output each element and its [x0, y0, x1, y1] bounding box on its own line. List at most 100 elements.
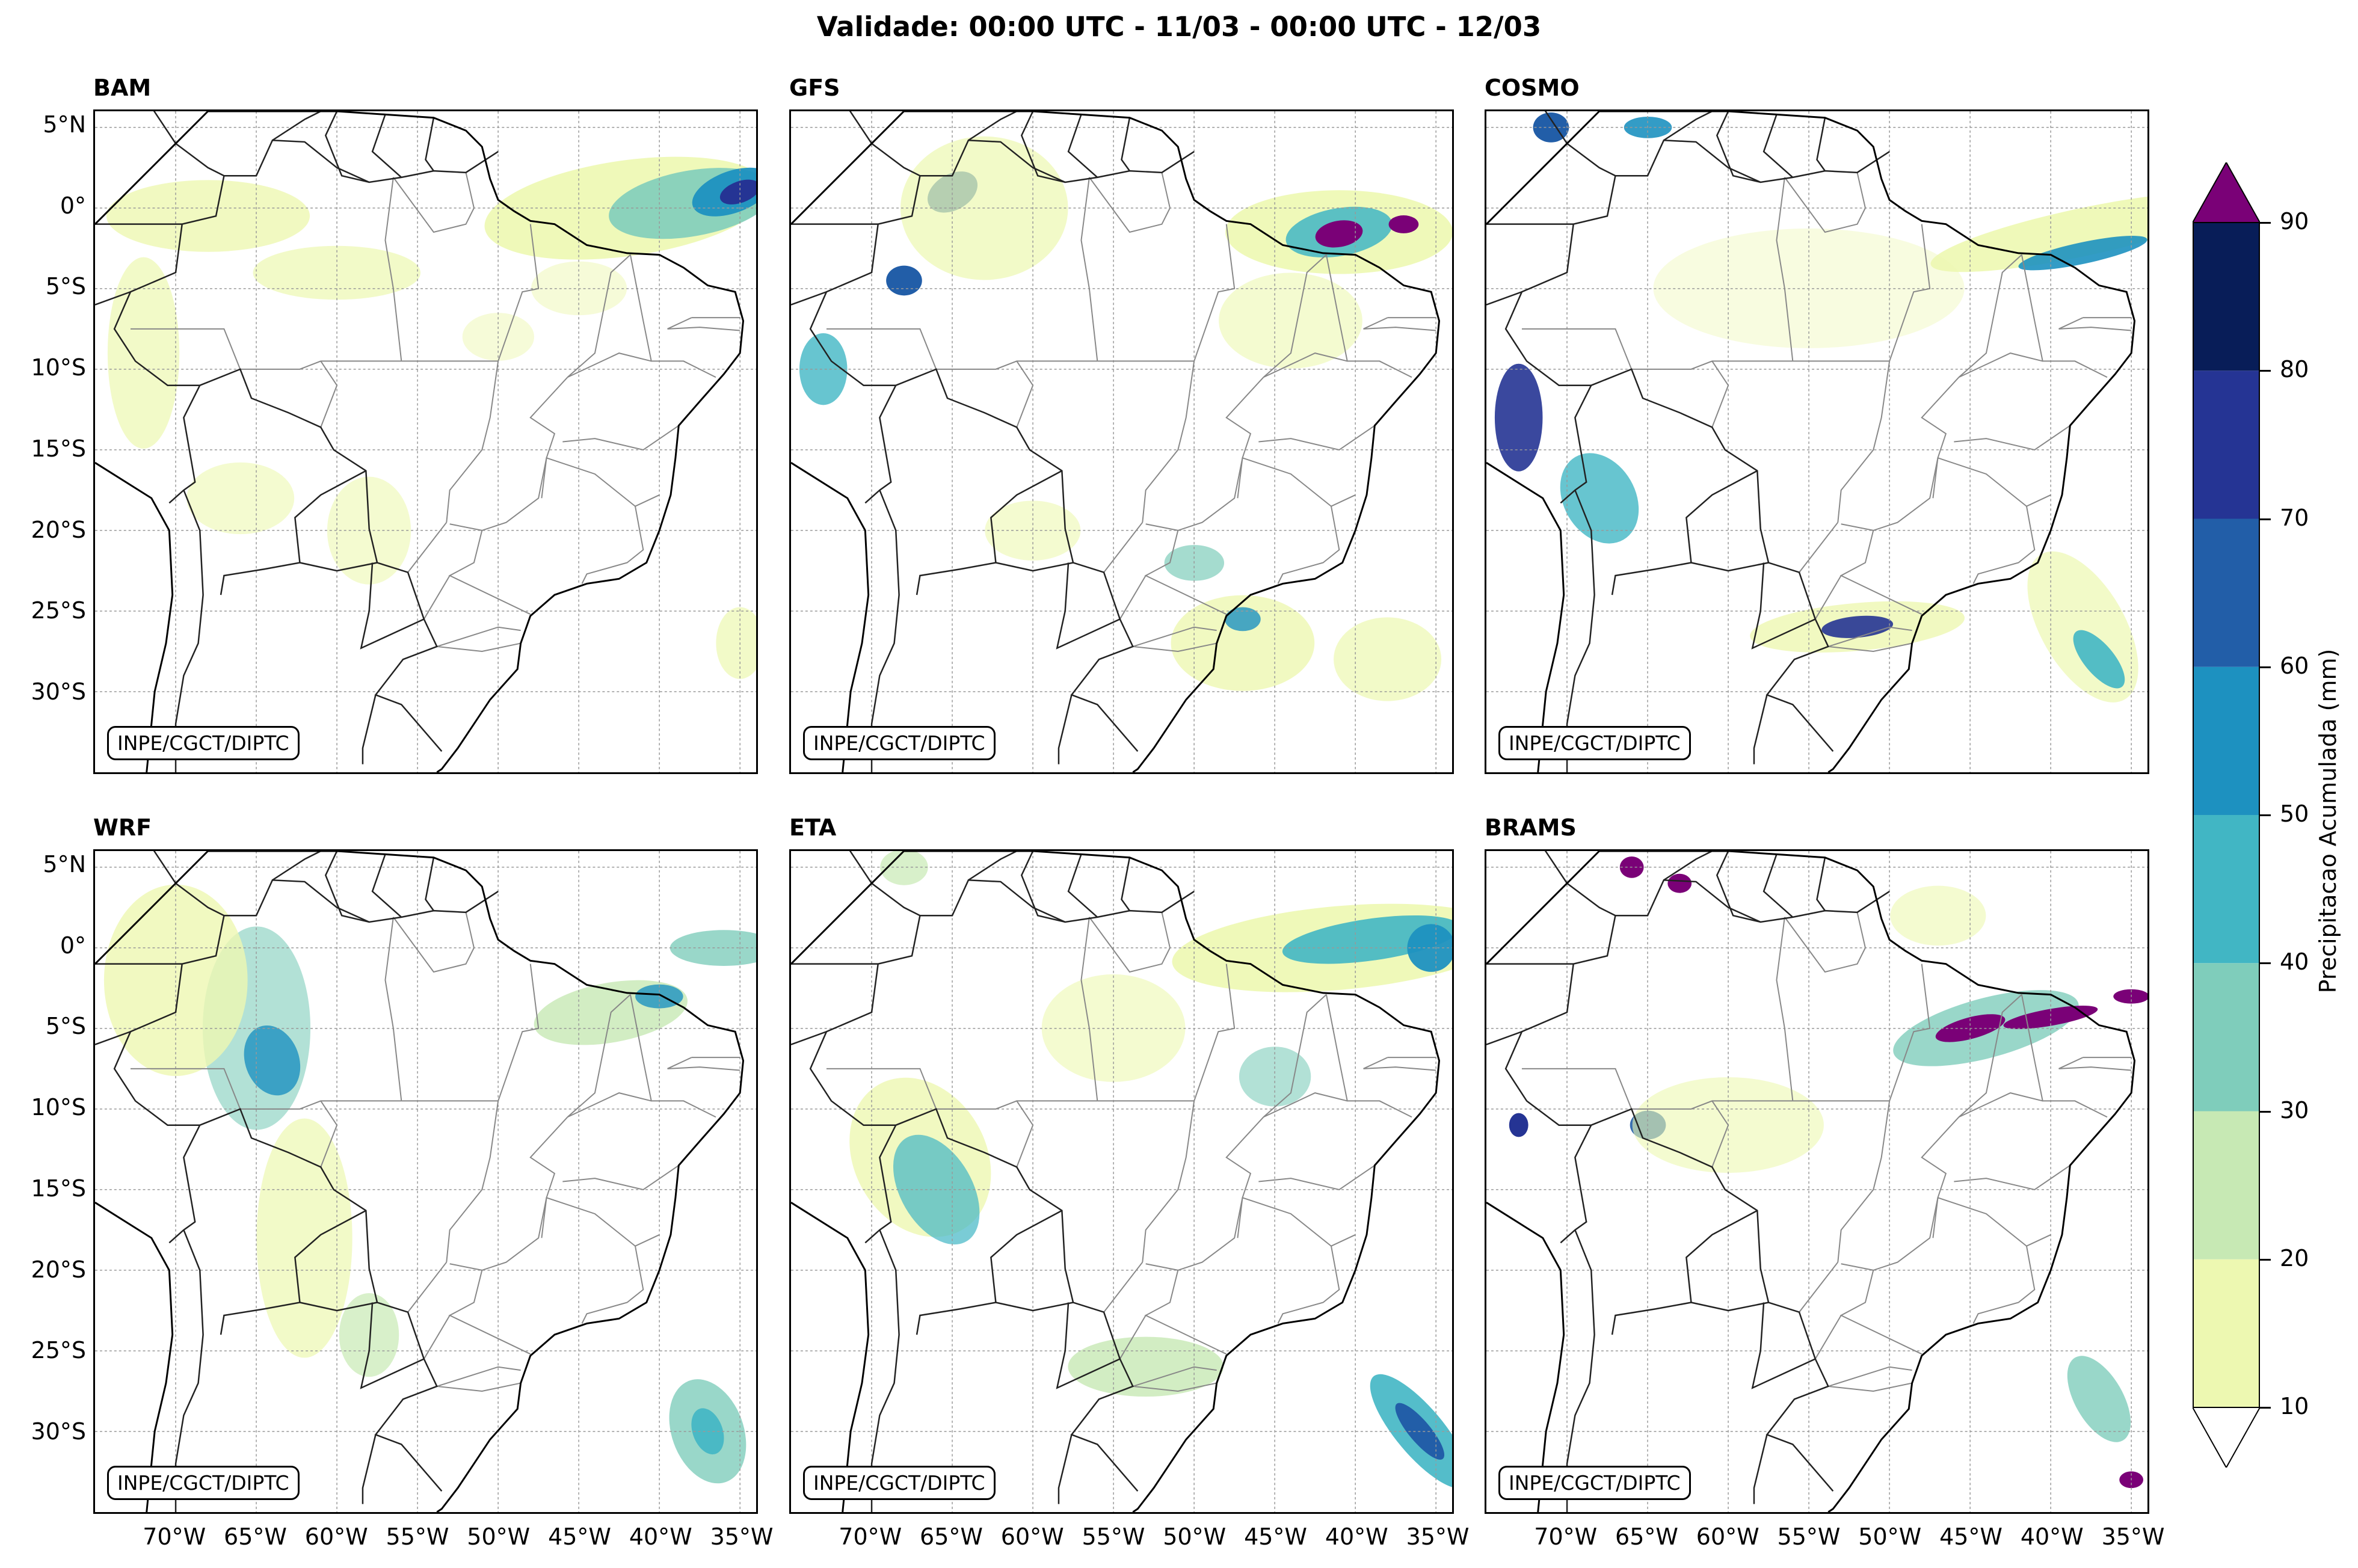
colorbar-band — [2193, 1259, 2260, 1407]
map-canvas — [95, 851, 756, 1512]
lat-tick-label: 20°S — [31, 516, 86, 543]
state-border — [1144, 530, 1227, 615]
credit-stamp: INPE/CGCT/DIPTC — [803, 1466, 996, 1500]
lon-tick-label: 35°W — [2101, 1523, 2165, 1550]
state-border — [436, 1366, 521, 1387]
country-border — [1020, 111, 1065, 183]
country-border — [1762, 114, 1794, 178]
country-border — [425, 117, 435, 171]
state-border — [1133, 642, 1217, 653]
state-border — [1776, 177, 1794, 361]
credit-stamp: INPE/CGCT/DIPTC — [107, 1466, 300, 1500]
state-border — [1972, 494, 2051, 584]
map-panel-eta: INPE/CGCT/DIPTC — [789, 849, 1454, 1514]
lat-tick-label: 5°N — [43, 111, 86, 138]
country-border — [1762, 853, 1794, 918]
country-border — [272, 111, 321, 141]
precip-blob — [1171, 595, 1315, 691]
lon-tick-label: 50°W — [1858, 1523, 1922, 1550]
state-border — [130, 1068, 241, 1110]
lon-tick-label: 45°W — [548, 1523, 611, 1550]
map-panel-wrf: INPE/CGCT/DIPTC — [93, 849, 758, 1514]
state-border — [1828, 642, 1912, 653]
lon-tick-label: 50°W — [1163, 1523, 1227, 1550]
colorbar-tick-label: 60 — [2280, 652, 2309, 679]
lat-tick-label: 25°S — [31, 1337, 86, 1364]
state-border — [1828, 1382, 1912, 1392]
country-border — [1753, 1434, 1768, 1504]
country-border — [1544, 851, 1616, 917]
state-border — [826, 328, 937, 370]
state-border — [1263, 254, 1327, 378]
country-border — [1816, 857, 1826, 911]
state-border — [1145, 457, 1332, 531]
state-border — [1103, 1261, 1144, 1313]
state-border — [130, 328, 241, 370]
map-panel-cosmo: INPE/CGCT/DIPTC — [1485, 109, 2149, 774]
country-border — [113, 139, 499, 752]
state-border — [1776, 917, 1794, 1101]
lat-tick-label: 25°S — [31, 597, 86, 624]
colorbar-tick — [2260, 518, 2271, 520]
lon-tick-label: 70°W — [839, 1523, 902, 1550]
state-border — [1080, 177, 1098, 361]
country-border — [362, 695, 377, 764]
precip-blob — [2067, 1356, 2131, 1442]
country-border — [1691, 562, 1769, 572]
state-border — [581, 494, 660, 584]
credit-stamp: INPE/CGCT/DIPTC — [107, 726, 300, 760]
state-border — [449, 457, 636, 531]
colorbar-tick — [2260, 814, 2271, 816]
colorbar-band — [2193, 1111, 2260, 1259]
credit-stamp: INPE/CGCT/DIPTC — [1498, 726, 1691, 760]
state-border — [1080, 917, 1098, 1101]
state-border — [1193, 224, 1236, 361]
state-border — [448, 1270, 531, 1355]
coastline — [1486, 111, 2136, 772]
country-border — [272, 851, 321, 881]
state-border — [1837, 361, 1891, 523]
state-border — [1711, 360, 1729, 428]
colorbar-over-triangle — [2193, 162, 2260, 223]
lat-tick-label: 10°S — [31, 1094, 86, 1121]
state-border — [1631, 360, 1793, 370]
state-border — [423, 1315, 451, 1359]
state-border — [1103, 521, 1144, 573]
country-border — [371, 853, 402, 918]
lon-tick-label: 65°W — [920, 1523, 983, 1550]
credit-stamp: INPE/CGCT/DIPTC — [1498, 1466, 1691, 1500]
state-border — [384, 177, 402, 361]
state-border — [240, 1100, 402, 1110]
precip-blob — [253, 245, 421, 300]
state-border — [1277, 1234, 1356, 1324]
lon-tick-label: 70°W — [1534, 1523, 1598, 1550]
state-border — [1827, 1366, 1912, 1387]
state-border — [1144, 1270, 1227, 1355]
lat-tick-label: 30°S — [31, 678, 86, 706]
country-border — [1121, 857, 1131, 911]
state-border — [497, 224, 540, 361]
country-border — [870, 1229, 900, 1512]
country-border — [1716, 111, 1761, 183]
precip-blob — [1560, 453, 1639, 544]
map-panel-bam: INPE/CGCT/DIPTC — [93, 109, 758, 774]
lon-tick-label: 40°W — [2020, 1523, 2084, 1550]
lon-tick-label: 60°W — [1696, 1523, 1759, 1550]
country-border — [1057, 1434, 1073, 1504]
precip-blob — [1494, 363, 1543, 472]
precip-blob — [1821, 615, 1894, 638]
state-border — [1142, 361, 1195, 523]
country-border — [870, 490, 900, 772]
state-border — [1258, 1164, 1375, 1190]
state-border — [1277, 494, 1356, 584]
map-canvas — [1486, 851, 2147, 1512]
coastline — [1486, 851, 2136, 1512]
colorbar-band — [2193, 666, 2260, 815]
state-border — [936, 1100, 1098, 1110]
state-border — [1889, 224, 1931, 361]
colorbar-band — [2193, 518, 2260, 667]
state-border — [1799, 521, 1839, 573]
country-border — [1663, 111, 1713, 141]
lat-tick-label: 30°S — [31, 1418, 86, 1445]
state-border — [936, 360, 1098, 370]
